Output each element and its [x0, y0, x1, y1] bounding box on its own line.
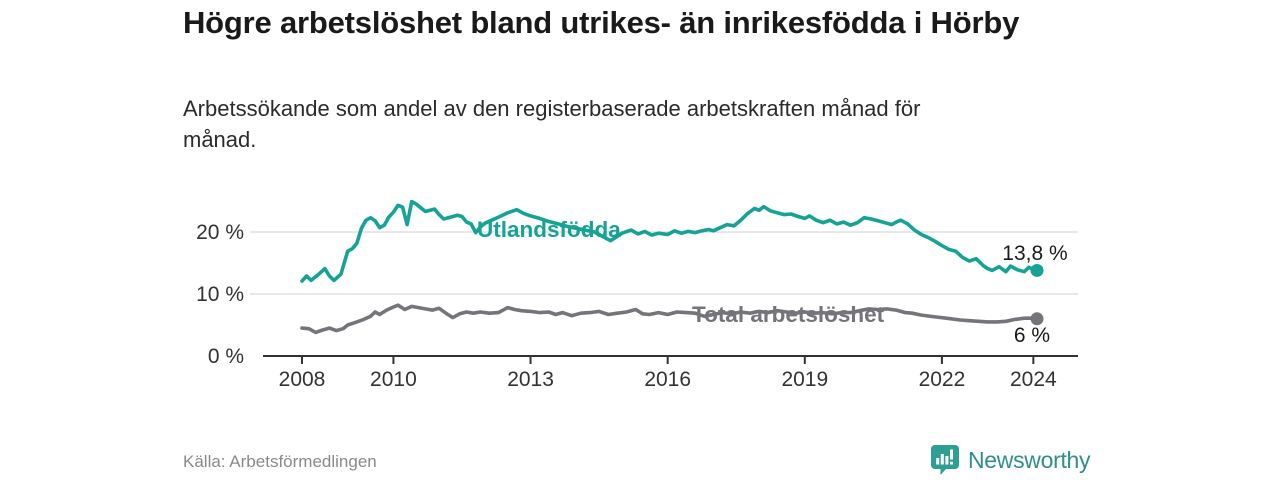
page-subtitle: Arbetssökande som andel av den registerb… — [183, 96, 921, 152]
newsworthy-logo-text: Newsworthy — [968, 446, 1091, 473]
x-axis-tick-label: 2008 — [279, 368, 326, 391]
series-end-value: 13,8 % — [1002, 242, 1067, 265]
newsworthy-logo: Newsworthy — [930, 444, 1091, 476]
series-end-dot — [1030, 312, 1044, 326]
x-axis-tick-label: 2016 — [644, 368, 691, 391]
x-axis-tick-label: 2010 — [370, 368, 417, 391]
page-title: Högre arbetslöshet bland utrikes- än inr… — [183, 5, 1020, 40]
chart-bubble-icon — [931, 445, 959, 475]
x-axis-tick-label: 2013 — [507, 368, 554, 391]
x-axis-tick-label: 2019 — [781, 368, 828, 391]
series-line — [300, 199, 1039, 283]
series-label: Total arbetslöshet — [692, 302, 885, 327]
y-axis-tick-label: 0 % — [208, 345, 244, 368]
series-label: Utlandsfödda — [477, 217, 621, 242]
series-line — [300, 303, 1039, 335]
source-note: Källa: Arbetsförmedlingen — [183, 452, 377, 471]
x-axis-tick-label: 2024 — [1010, 368, 1057, 391]
x-axis-tick-label: 2022 — [919, 368, 966, 391]
y-axis-tick-label: 20 % — [196, 221, 244, 244]
series-end-dot — [1030, 263, 1044, 277]
y-axis-tick-label: 10 % — [196, 283, 244, 306]
series-end-value: 6 % — [1014, 324, 1050, 347]
